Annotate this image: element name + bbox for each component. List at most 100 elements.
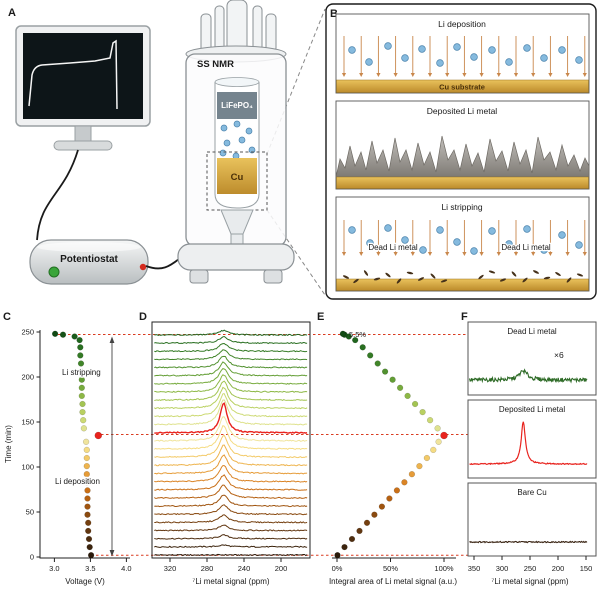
cell-lifepo4-label: LiFePO₄ bbox=[221, 101, 253, 110]
field-arrow-head bbox=[359, 73, 364, 77]
voltage-point bbox=[86, 543, 93, 551]
e-xtick-label: 50% bbox=[383, 564, 398, 573]
nmr-spectrum-line bbox=[154, 474, 308, 491]
f-xtick-label: 350 bbox=[468, 564, 481, 573]
field-arrow-head bbox=[582, 73, 587, 77]
cu-electrode-layer bbox=[217, 158, 257, 194]
field-arrow-head bbox=[531, 73, 536, 77]
li-ion bbox=[419, 246, 427, 254]
nmr-spectrum-line bbox=[154, 416, 308, 442]
potentiostat: Potentiostat bbox=[29, 239, 149, 285]
field-arrow-head bbox=[427, 73, 433, 77]
nmr-port bbox=[252, 5, 263, 53]
f-x-axis-label: ⁷Li metal signal (ppm) bbox=[491, 577, 568, 586]
dead-li-label-right: Dead Li metal bbox=[501, 243, 551, 252]
field-arrow-head bbox=[410, 73, 415, 77]
nmr-port bbox=[265, 13, 277, 53]
integral-point bbox=[356, 527, 363, 535]
panel-e-letter: E bbox=[317, 311, 324, 323]
dead-li-flake bbox=[373, 277, 381, 281]
li-ion bbox=[575, 241, 583, 249]
li-ion bbox=[488, 46, 496, 54]
bare-cu-spectrum-box bbox=[467, 482, 597, 557]
field-arrow-head bbox=[462, 252, 467, 256]
monitor-stand-base bbox=[53, 140, 113, 151]
integral-point bbox=[430, 446, 437, 454]
c-ytick-label: 0 bbox=[30, 553, 34, 562]
integral-point bbox=[381, 368, 389, 375]
dead-li-flake bbox=[576, 273, 584, 277]
voltage-point bbox=[94, 431, 103, 440]
voltage-point bbox=[83, 446, 90, 454]
c-ytick-label: 50 bbox=[26, 508, 34, 517]
nmr-port bbox=[214, 5, 225, 53]
nmr-spectrum-line bbox=[154, 368, 308, 385]
voltage-point bbox=[77, 368, 85, 375]
cu-substrate-bar bbox=[336, 79, 589, 93]
nmr-spectrum-line bbox=[154, 342, 308, 353]
e-xtick-label: 100% bbox=[434, 564, 454, 573]
deposition-li-ions bbox=[348, 42, 583, 67]
nmr-spectrum-line bbox=[154, 361, 308, 377]
voltage-point bbox=[80, 425, 88, 432]
li-ion bbox=[540, 246, 548, 254]
dead-li-flake bbox=[418, 277, 424, 281]
li-ion bbox=[219, 149, 227, 157]
nmr-foot bbox=[189, 269, 209, 284]
voltage-point bbox=[85, 519, 92, 526]
c-y-axis-label: Time (min) bbox=[4, 425, 13, 463]
d-xtick-label: 320 bbox=[164, 564, 177, 573]
field-arrow-head bbox=[479, 73, 484, 77]
field-arrow-head bbox=[548, 73, 553, 77]
c-ytick-label: 100 bbox=[21, 463, 34, 472]
integral-point bbox=[419, 408, 426, 416]
cell-opening bbox=[214, 77, 260, 87]
li-ion bbox=[348, 226, 356, 234]
d-xtick-label: 280 bbox=[201, 564, 214, 573]
voltage-point bbox=[84, 487, 91, 494]
voltage-point bbox=[78, 384, 85, 391]
nmr-spectrum-line bbox=[154, 329, 308, 337]
dead-li-flake bbox=[342, 275, 350, 279]
dead-li-flake bbox=[385, 272, 391, 278]
field-arrow-head bbox=[565, 252, 570, 256]
integral-point bbox=[416, 462, 423, 470]
field-arrow-head bbox=[341, 73, 347, 77]
li-ion bbox=[436, 226, 444, 234]
integral-point bbox=[352, 336, 359, 344]
integral-point bbox=[396, 384, 404, 391]
dead-li-flake bbox=[353, 278, 359, 284]
dead-li-flake bbox=[488, 270, 496, 274]
d-xtick-label: 200 bbox=[275, 564, 288, 573]
nmr-spectrum-line bbox=[154, 393, 308, 418]
nmr-spectrum-line bbox=[154, 465, 308, 483]
field-arrow-head bbox=[479, 252, 484, 256]
li-ion bbox=[401, 236, 409, 244]
dead-li-flake bbox=[522, 277, 528, 283]
nmr-spectrum-line bbox=[154, 494, 308, 508]
panel-a-letter: A bbox=[8, 7, 16, 19]
stripping-field-arrows bbox=[341, 220, 587, 256]
field-arrow-head bbox=[445, 252, 450, 256]
integral-point bbox=[374, 360, 381, 367]
li-ion bbox=[505, 240, 513, 248]
voltage-point bbox=[79, 408, 86, 416]
dead-li-flake bbox=[499, 278, 507, 282]
li-ion bbox=[558, 46, 566, 54]
voltage-point bbox=[78, 376, 85, 383]
li-ion bbox=[418, 45, 426, 53]
top-integral-annotation: 5.5% bbox=[349, 330, 366, 339]
c-xtick-label: 3.5 bbox=[85, 564, 95, 573]
dead-li-flake bbox=[555, 271, 561, 277]
panel-d-letter: D bbox=[139, 311, 147, 323]
integral-point bbox=[408, 471, 416, 478]
dead-li-flake bbox=[511, 271, 517, 277]
integral-point bbox=[363, 519, 371, 526]
cu-substrate-bar bbox=[336, 176, 589, 189]
dead-li-flake bbox=[533, 270, 539, 274]
field-arrow-head bbox=[359, 252, 364, 256]
li-ion bbox=[523, 44, 531, 52]
voltage-point bbox=[82, 438, 90, 445]
li-ion bbox=[540, 54, 548, 62]
